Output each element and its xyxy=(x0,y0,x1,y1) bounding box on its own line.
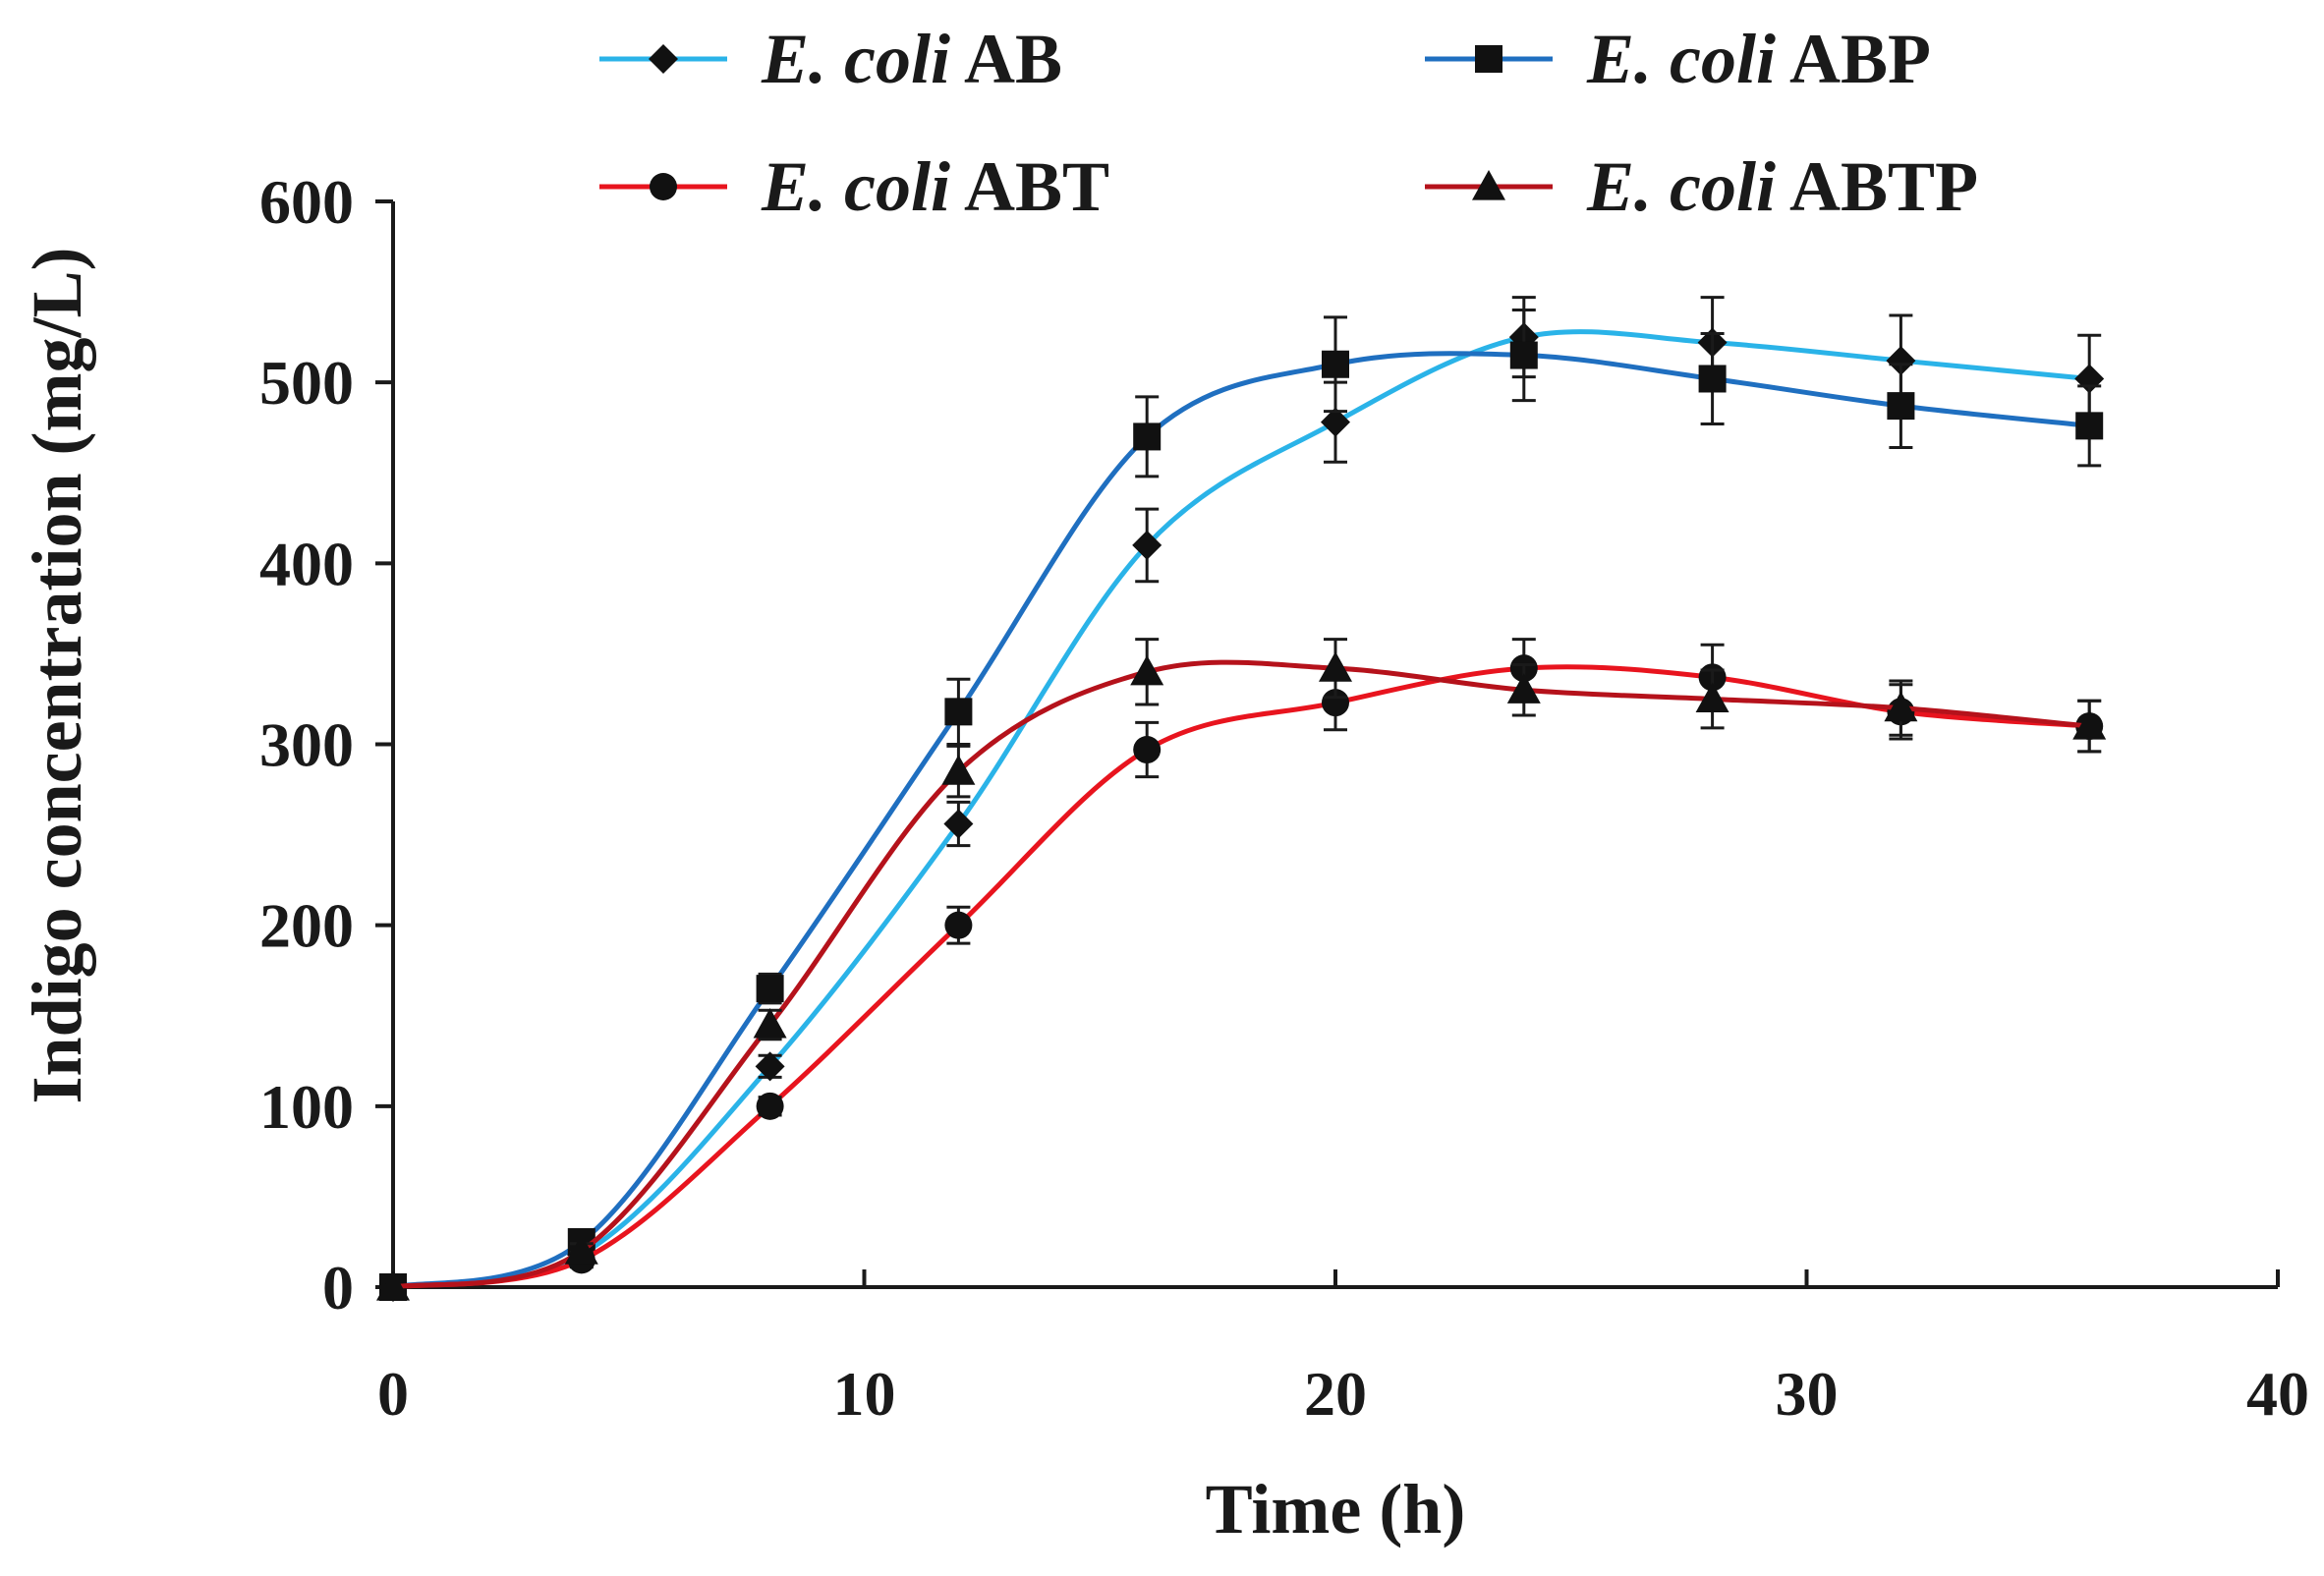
data-point-abtp xyxy=(1884,691,1918,722)
legend-marker xyxy=(1475,45,1502,73)
data-point-abp xyxy=(944,698,973,726)
legend-marker xyxy=(649,44,678,74)
legend-entry-ab: E. coli AB xyxy=(599,20,1062,98)
legend-label: E. coli ABTP xyxy=(1586,147,1978,226)
y-tick-label: 400 xyxy=(259,529,354,598)
legend-entry-abtp: E. coli ABTP xyxy=(1425,147,1978,226)
data-point-abp xyxy=(2075,412,2104,440)
data-point-ab xyxy=(943,809,974,839)
data-point-ab xyxy=(1132,530,1162,560)
y-tick-label: 200 xyxy=(259,891,354,961)
legend-label-strain: AB xyxy=(950,20,1062,98)
series-line-abt xyxy=(392,664,2090,1290)
series-abp xyxy=(379,309,2104,1301)
data-point-abtp xyxy=(941,755,976,785)
data-point-abtp xyxy=(1695,682,1729,713)
legend-label-strain: ABTP xyxy=(1776,147,1978,226)
legend-label-italic: E. coli xyxy=(761,147,950,226)
y-tick-label: 100 xyxy=(259,1072,354,1142)
x-tick-label: 0 xyxy=(377,1359,409,1429)
x-tick-label: 10 xyxy=(833,1359,896,1429)
data-point-ab xyxy=(1321,407,1350,437)
series-ab xyxy=(378,296,2105,1302)
data-point-abtp xyxy=(376,1270,410,1301)
data-point-abt xyxy=(944,911,973,939)
y-tick-label: 600 xyxy=(259,167,354,237)
legend-label-italic: E. coli xyxy=(761,20,950,98)
data-point-abtp xyxy=(1130,654,1164,686)
legend-entry-abp: E. coli ABP xyxy=(1425,20,1931,98)
data-point-abt xyxy=(756,1092,784,1120)
series-line-abtp xyxy=(392,659,2090,1290)
legend-label-italic: E. coli xyxy=(1586,147,1776,226)
legend-label: E. coli AB xyxy=(761,20,1062,98)
legend-label-strain: ABP xyxy=(1776,20,1931,98)
data-point-abp xyxy=(1698,365,1727,393)
x-tick-label: 20 xyxy=(1304,1359,1367,1429)
data-point-ab xyxy=(1886,346,1916,376)
data-point-abtp xyxy=(753,1007,787,1039)
data-point-abt xyxy=(1133,736,1162,764)
data-point-ab xyxy=(755,1051,785,1082)
legend-marker xyxy=(1472,170,1505,200)
data-point-abp xyxy=(756,975,784,1003)
y-axis-title: Indigo concentration (mg/L) xyxy=(18,248,96,1104)
x-axis-title: Time (h) xyxy=(1206,1470,1466,1548)
data-point-abtp xyxy=(1506,673,1541,704)
data-point-abtp xyxy=(2072,709,2107,740)
y-tick-label: 300 xyxy=(259,710,354,780)
legend-label: E. coli ABT xyxy=(761,147,1109,226)
series-abtp xyxy=(376,638,2107,1301)
data-point-abtp xyxy=(564,1234,598,1265)
data-point-abtp xyxy=(1319,651,1352,682)
data-point-abp xyxy=(1509,341,1538,369)
y-tick-label: 500 xyxy=(259,348,354,418)
series-line-ab xyxy=(392,329,2090,1290)
legend-marker xyxy=(650,173,677,200)
series-layer xyxy=(376,296,2107,1302)
data-point-abp xyxy=(1887,392,1915,421)
legend-label-strain: ABT xyxy=(950,147,1109,226)
legend-label-italic: E. coli xyxy=(1586,20,1776,98)
data-point-abp xyxy=(1322,350,1349,378)
series-line-abp xyxy=(392,351,2090,1290)
legend-entry-abt: E. coli ABT xyxy=(599,147,1109,226)
data-point-abp xyxy=(1133,422,1162,451)
x-tick-label: 30 xyxy=(1776,1359,1839,1429)
x-tick-label: 40 xyxy=(2246,1359,2309,1429)
legend-label: E. coli ABP xyxy=(1586,20,1931,98)
y-tick-label: 0 xyxy=(322,1253,354,1323)
